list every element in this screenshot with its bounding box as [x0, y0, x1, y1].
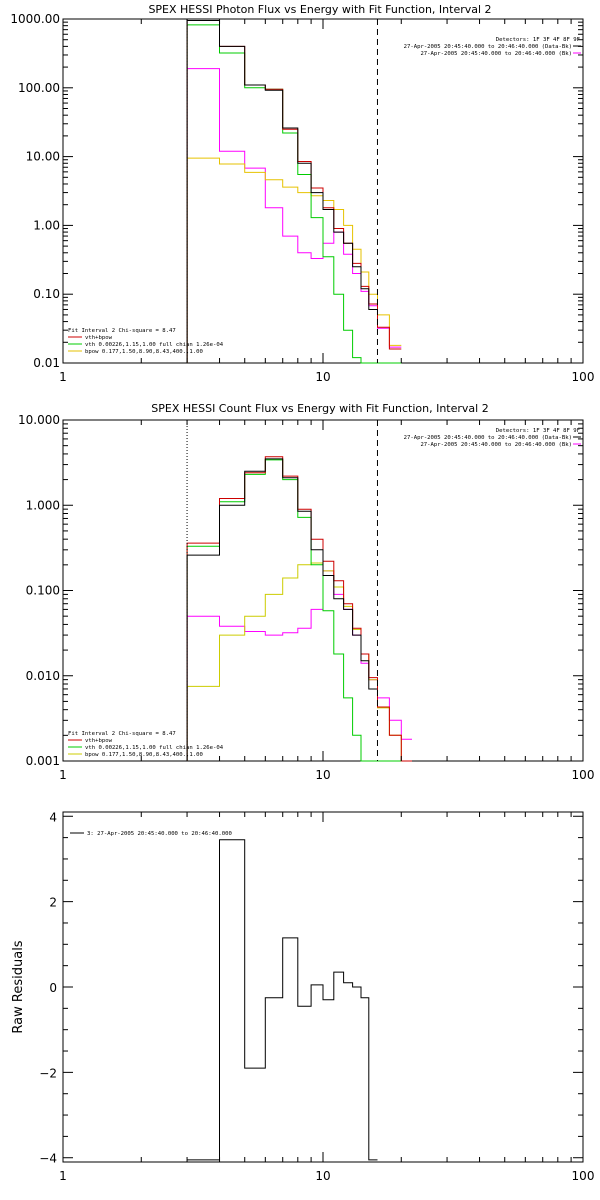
y-tick-label: 0.10 [33, 287, 60, 301]
photon-flux-fit-legend: Fit Interval 2 Chi-square = 8.47 vth+bpo… [68, 328, 224, 355]
series-data-p0 [186, 20, 378, 363]
photon-flux-title: SPEX HESSI Photon Flux vs Energy with Fi… [148, 3, 491, 16]
photon-bk-label: 27-Apr-2005 20:45:40.000 to 20:46:40.000… [420, 51, 572, 57]
residuals-series-group [187, 839, 378, 1161]
y-tick-label: 0 [49, 981, 57, 995]
count-data-bk-label: 27-Apr-2005 20:45:40.000 to 20:46:40.000… [404, 435, 572, 441]
y-tick-label: 0.010 [26, 669, 60, 683]
series-bk-p1 [186, 570, 412, 761]
y-tick-label: 4 [49, 810, 57, 824]
count-flux-fit-legend: Fit Interval 2 Chi-square = 8.47 vth+bpo… [68, 731, 224, 758]
residuals-panel: 1 10 100 4 2 0 −2 −4 Raw Residuals 3: 27-Apr-2… [11, 810, 594, 1183]
y-tick-label: 1000.00 [10, 12, 60, 26]
residuals-legend-label: 3: 27-Apr-2005 20:45:40.000 to 20:46:40.… [87, 831, 232, 837]
count-fit-vth-label: vth 0.00226,1.15,1.00 full chian 1.26e-0… [85, 745, 224, 751]
count-fit-legend-title: Fit Interval 2 Chi-square = 8.47 [68, 731, 176, 737]
y-tick-label: 1.00 [33, 218, 60, 232]
x-tick-label: 1 [59, 768, 67, 782]
count-bk-label: 27-Apr-2005 20:45:40.000 to 20:46:40.000… [420, 442, 572, 448]
y-tick-label: 10.00 [26, 150, 60, 164]
y-tick-label: 0.100 [26, 584, 60, 598]
count-flux-series-group [186, 456, 412, 762]
y-tick-label: 10.000 [18, 413, 60, 427]
y-tick-label: 1.000 [26, 498, 60, 512]
series-data-p2 [187, 839, 378, 1161]
x-tick-label: 1 [59, 370, 67, 384]
x-tick-label: 100 [572, 1169, 595, 1183]
x-tick-label: 10 [315, 1169, 330, 1183]
count-fit-bpow-label: bpow 0.177,1.50,8.90,8.43,400.,1.00 [85, 752, 203, 758]
count-flux-panel: SPEX HESSI Count Flux vs Energy with Fit… [18, 402, 594, 782]
y-tick-label: 100.00 [18, 81, 60, 95]
count-detectors-label: Detectors: 1F 3F 4F 8F 9F [496, 428, 581, 434]
photon-detectors-label: Detectors: 1F 3F 4F 8F 9F [496, 37, 581, 43]
photon-fit-total-label: vth+bpow [85, 335, 113, 341]
y-tick-label: 2 [49, 896, 57, 910]
x-tick-label: 100 [572, 768, 595, 782]
y-tick-label: 0.001 [26, 754, 60, 768]
photon-data-bk-label: 27-Apr-2005 20:45:40.000 to 20:46:40.000… [404, 44, 572, 50]
series-bk-p0 [186, 68, 402, 363]
count-flux-title: SPEX HESSI Count Flux vs Energy with Fit… [151, 402, 488, 415]
photon-flux-x-axis: 1 10 100 [59, 19, 594, 384]
y-tick-label: −2 [39, 1066, 57, 1080]
y-tick-label: −4 [39, 1152, 57, 1166]
x-tick-label: 1 [59, 1169, 67, 1183]
series-total-p1 [186, 456, 412, 762]
photon-flux-series-group [186, 20, 402, 364]
photon-fit-bpow-label: bpow 0.177,1.50,8.90,8.43,400.,1.00 [85, 349, 203, 355]
photon-flux-panel: SPEX HESSI Photon Flux vs Energy with Fi… [10, 3, 594, 384]
x-tick-label: 10 [315, 370, 330, 384]
y-tick-label: 0.01 [33, 356, 60, 370]
residuals-y-axis: 4 2 0 −2 −4 [39, 810, 583, 1166]
photon-fit-legend-title: Fit Interval 2 Chi-square = 8.47 [68, 328, 176, 334]
photon-flux-reference-lines [186, 19, 378, 363]
count-flux-header-legend: Detectors: 1F 3F 4F 8F 9F 27-Apr-2005 20… [404, 428, 581, 448]
series-bpow-p1 [186, 562, 412, 762]
count-fit-total-label: vth+bpow [85, 738, 113, 744]
x-tick-label: 10 [315, 768, 330, 782]
photon-flux-header-legend: Detectors: 1F 3F 4F 8F 9F 27-Apr-2005 20… [404, 37, 581, 57]
residuals-y-axis-label: Raw Residuals [11, 940, 26, 1033]
residuals-x-axis: 1 10 100 [59, 812, 594, 1183]
count-flux-y-axis: 0.001 0.010 0.100 1.000 10.000 [18, 413, 583, 768]
x-tick-label: 100 [572, 370, 595, 384]
photon-flux-y-axis: 0.01 0.10 1.00 10.00 100.00 1000.00 [10, 12, 583, 370]
count-flux-reference-lines [186, 420, 378, 761]
count-flux-x-axis: 1 10 100 [59, 420, 594, 782]
series-data-p1 [186, 458, 378, 761]
photon-fit-vth-label: vth 0.00226,1.15,1.00 full chian 1.26e-0… [85, 342, 224, 348]
series-bpow_photon-p0 [186, 157, 402, 363]
